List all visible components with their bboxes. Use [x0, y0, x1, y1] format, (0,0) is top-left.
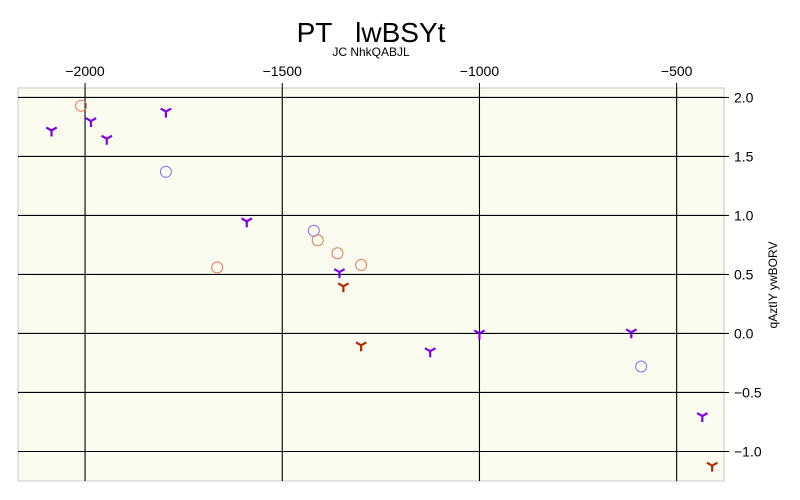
- y-tick-label: −1.0: [734, 443, 762, 459]
- data-point: [696, 412, 709, 423]
- data-point: [635, 360, 648, 373]
- x-axis: −2000 −1500 −1000 −500: [65, 63, 693, 88]
- y-tick-label: −0.5: [734, 384, 762, 400]
- data-point: [45, 126, 58, 137]
- data-point: [160, 107, 172, 118]
- y-tick-label: 2.0: [734, 89, 754, 105]
- chart-title: PT lwBSYt: [297, 17, 446, 48]
- y-axis-label: qAztIY ywBORV: [766, 242, 780, 329]
- x-tick-label: −2000: [65, 63, 105, 79]
- data-point: [355, 259, 368, 272]
- plot-area: [17, 87, 725, 482]
- data-point: [240, 217, 253, 228]
- y-tick-label: 1.0: [734, 207, 754, 223]
- data-point: [159, 165, 172, 178]
- data-point: [211, 261, 224, 274]
- grid: [18, 88, 724, 481]
- data-point: [706, 461, 718, 472]
- data-point: [625, 328, 638, 339]
- y-tick-label: 1.5: [734, 148, 754, 164]
- data-point: [473, 329, 486, 340]
- data-point: [331, 247, 344, 260]
- data-point: [75, 99, 88, 112]
- y-tick-label: 0.0: [734, 325, 754, 341]
- data-point: [355, 341, 367, 352]
- data-point: [311, 234, 324, 247]
- x-tick-label: −1000: [460, 63, 500, 79]
- data-points: [45, 99, 718, 472]
- x-tick-label: −1500: [263, 63, 303, 79]
- data-point: [100, 134, 113, 145]
- y-tick-label: 0.5: [734, 266, 754, 282]
- x-tick-label: −500: [661, 63, 693, 79]
- data-point: [337, 282, 350, 293]
- data-point: [424, 347, 436, 358]
- y-axis: 2.0 1.5 1.0 0.5 0.0 −0.5 −1.0: [724, 89, 762, 459]
- data-point: [85, 117, 97, 128]
- chart-subtitle: JC NhkQABJL: [332, 45, 410, 59]
- data-point: [333, 268, 346, 279]
